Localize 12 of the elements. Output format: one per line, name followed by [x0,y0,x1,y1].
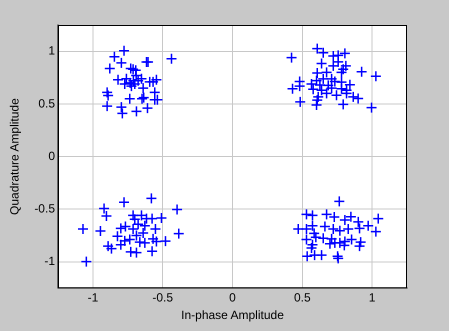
y-tick-label: -0.5 [34,202,56,216]
x-tick-label: -0.5 [152,290,174,305]
x-tick-label: 0.5 [294,290,311,305]
y-tick-label: 1 [48,44,56,58]
x-tick-label: 1 [368,290,376,305]
x-tick-label: -1 [88,290,99,305]
y-tick-label: 0 [48,148,56,163]
x-tick-label: 0 [229,290,236,305]
x-axis-title: In-phase Amplitude [181,308,284,322]
y-axis-title: Quadrature Amplitude [8,98,22,215]
y-tick-label: -1 [44,254,56,268]
y-tick-label: 0.5 [38,96,56,110]
